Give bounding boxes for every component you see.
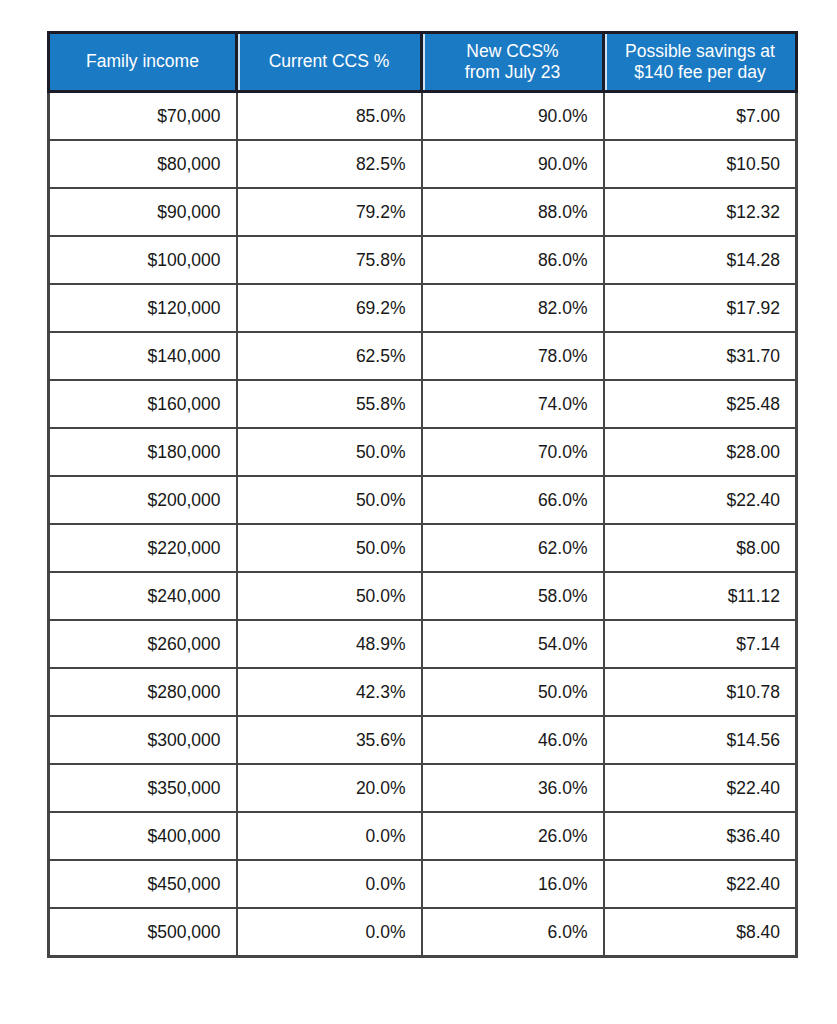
savings-cell: $10.50	[604, 140, 797, 188]
table-row: $220,00050.0%62.0%$8.00	[49, 524, 797, 572]
new-ccs-cell: 90.0%	[422, 92, 604, 141]
income-cell: $300,000	[49, 716, 237, 764]
new-ccs-cell: 86.0%	[422, 236, 604, 284]
income-cell: $220,000	[49, 524, 237, 572]
column-header-2: Current CCS %	[237, 33, 422, 92]
table-row: $260,00048.9%54.0%$7.14	[49, 620, 797, 668]
income-cell: $400,000	[49, 812, 237, 860]
current-ccs-cell: 50.0%	[237, 572, 422, 620]
ccs-savings-table-container: Family incomeCurrent CCS %New CCS% from …	[47, 31, 798, 958]
new-ccs-cell: 26.0%	[422, 812, 604, 860]
ccs-savings-table: Family incomeCurrent CCS %New CCS% from …	[47, 31, 798, 958]
table-row: $180,00050.0%70.0%$28.00	[49, 428, 797, 476]
table-row: $400,0000.0%26.0%$36.40	[49, 812, 797, 860]
savings-cell: $25.48	[604, 380, 797, 428]
table-row: $280,00042.3%50.0%$10.78	[49, 668, 797, 716]
table-row: $200,00050.0%66.0%$22.40	[49, 476, 797, 524]
savings-cell: $22.40	[604, 860, 797, 908]
current-ccs-cell: 82.5%	[237, 140, 422, 188]
savings-cell: $7.14	[604, 620, 797, 668]
table-row: $450,0000.0%16.0%$22.40	[49, 860, 797, 908]
new-ccs-cell: 50.0%	[422, 668, 604, 716]
current-ccs-cell: 42.3%	[237, 668, 422, 716]
current-ccs-cell: 69.2%	[237, 284, 422, 332]
income-cell: $450,000	[49, 860, 237, 908]
savings-cell: $14.56	[604, 716, 797, 764]
savings-cell: $22.40	[604, 764, 797, 812]
income-cell: $200,000	[49, 476, 237, 524]
income-cell: $160,000	[49, 380, 237, 428]
column-header-3: New CCS% from July 23	[422, 33, 604, 92]
income-cell: $260,000	[49, 620, 237, 668]
current-ccs-cell: 0.0%	[237, 860, 422, 908]
savings-cell: $14.28	[604, 236, 797, 284]
header-row: Family incomeCurrent CCS %New CCS% from …	[49, 33, 797, 92]
new-ccs-cell: 90.0%	[422, 140, 604, 188]
savings-cell: $7.00	[604, 92, 797, 141]
table-row: $120,00069.2%82.0%$17.92	[49, 284, 797, 332]
new-ccs-cell: 66.0%	[422, 476, 604, 524]
new-ccs-cell: 88.0%	[422, 188, 604, 236]
table-row: $500,0000.0%6.0%$8.40	[49, 908, 797, 957]
income-cell: $70,000	[49, 92, 237, 141]
income-cell: $500,000	[49, 908, 237, 957]
table-row: $160,00055.8%74.0%$25.48	[49, 380, 797, 428]
current-ccs-cell: 48.9%	[237, 620, 422, 668]
income-cell: $90,000	[49, 188, 237, 236]
savings-cell: $10.78	[604, 668, 797, 716]
income-cell: $100,000	[49, 236, 237, 284]
table-row: $100,00075.8%86.0%$14.28	[49, 236, 797, 284]
table-row: $70,00085.0%90.0%$7.00	[49, 92, 797, 141]
current-ccs-cell: 55.8%	[237, 380, 422, 428]
savings-cell: $8.40	[604, 908, 797, 957]
new-ccs-cell: 54.0%	[422, 620, 604, 668]
new-ccs-cell: 16.0%	[422, 860, 604, 908]
table-row: $350,00020.0%36.0%$22.40	[49, 764, 797, 812]
table-row: $300,00035.6%46.0%$14.56	[49, 716, 797, 764]
current-ccs-cell: 50.0%	[237, 524, 422, 572]
table-row: $140,00062.5%78.0%$31.70	[49, 332, 797, 380]
current-ccs-cell: 20.0%	[237, 764, 422, 812]
current-ccs-cell: 0.0%	[237, 908, 422, 957]
income-cell: $180,000	[49, 428, 237, 476]
column-header-4: Possible savings at $140 fee per day	[604, 33, 797, 92]
new-ccs-cell: 82.0%	[422, 284, 604, 332]
current-ccs-cell: 50.0%	[237, 428, 422, 476]
current-ccs-cell: 62.5%	[237, 332, 422, 380]
new-ccs-cell: 6.0%	[422, 908, 604, 957]
new-ccs-cell: 62.0%	[422, 524, 604, 572]
current-ccs-cell: 75.8%	[237, 236, 422, 284]
income-cell: $350,000	[49, 764, 237, 812]
savings-cell: $36.40	[604, 812, 797, 860]
savings-cell: $28.00	[604, 428, 797, 476]
table-row: $80,00082.5%90.0%$10.50	[49, 140, 797, 188]
table-row: $240,00050.0%58.0%$11.12	[49, 572, 797, 620]
income-cell: $120,000	[49, 284, 237, 332]
income-cell: $280,000	[49, 668, 237, 716]
column-header-1: Family income	[49, 33, 237, 92]
current-ccs-cell: 85.0%	[237, 92, 422, 141]
current-ccs-cell: 79.2%	[237, 188, 422, 236]
table-body: $70,00085.0%90.0%$7.00$80,00082.5%90.0%$…	[49, 92, 797, 957]
savings-cell: $12.32	[604, 188, 797, 236]
new-ccs-cell: 58.0%	[422, 572, 604, 620]
new-ccs-cell: 78.0%	[422, 332, 604, 380]
new-ccs-cell: 74.0%	[422, 380, 604, 428]
table-row: $90,00079.2%88.0%$12.32	[49, 188, 797, 236]
current-ccs-cell: 0.0%	[237, 812, 422, 860]
current-ccs-cell: 50.0%	[237, 476, 422, 524]
new-ccs-cell: 46.0%	[422, 716, 604, 764]
savings-cell: $31.70	[604, 332, 797, 380]
income-cell: $240,000	[49, 572, 237, 620]
current-ccs-cell: 35.6%	[237, 716, 422, 764]
savings-cell: $17.92	[604, 284, 797, 332]
table-head: Family incomeCurrent CCS %New CCS% from …	[49, 33, 797, 92]
income-cell: $140,000	[49, 332, 237, 380]
new-ccs-cell: 36.0%	[422, 764, 604, 812]
savings-cell: $22.40	[604, 476, 797, 524]
savings-cell: $11.12	[604, 572, 797, 620]
new-ccs-cell: 70.0%	[422, 428, 604, 476]
income-cell: $80,000	[49, 140, 237, 188]
savings-cell: $8.00	[604, 524, 797, 572]
